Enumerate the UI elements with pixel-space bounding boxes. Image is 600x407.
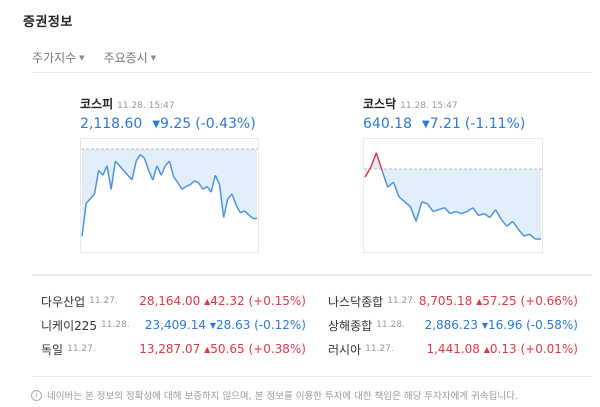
- market-date: 11.27.: [387, 296, 416, 306]
- market-percent: (-0.58%): [526, 318, 578, 332]
- index-change: 7.21: [429, 116, 461, 132]
- tab-label: 주가지수: [32, 51, 77, 65]
- market-date: 11.28.: [376, 320, 405, 330]
- up-arrow-icon: ▲: [476, 297, 483, 306]
- divider: [32, 274, 592, 276]
- market-name: 상해종합: [328, 318, 373, 333]
- market-row-nasdaq[interactable]: 나스닥종합 11.27. 8,705.18 ▲57.25 (+0.66%): [328, 289, 578, 313]
- disclaimer: i 네이버는 본 정보의 정확성에 대해 보증하지 않으며, 본 정보를 이용한…: [31, 388, 518, 402]
- market-percent: (+0.66%): [520, 294, 578, 308]
- kosdaq-chart[interactable]: [363, 138, 543, 253]
- tab-major-markets[interactable]: 주요증시 ▼: [104, 49, 157, 66]
- market-change: 28.63: [215, 318, 251, 332]
- down-arrow-icon: ▼: [209, 321, 216, 330]
- market-percent: (+0.38%): [248, 342, 306, 356]
- up-arrow-icon: ▲: [483, 345, 490, 354]
- up-arrow-icon: ▲: [204, 297, 211, 306]
- info-icon: i: [31, 389, 42, 401]
- world-markets-right: 나스닥종합 11.27. 8,705.18 ▲57.25 (+0.66%) 상해종…: [328, 289, 578, 361]
- kospi-chart[interactable]: [80, 138, 259, 253]
- tab-stock-index[interactable]: 주가지수 ▼: [32, 49, 85, 66]
- market-date: 11.27.: [89, 296, 118, 306]
- market-percent: (-0.12%): [254, 318, 306, 332]
- market-value: 23,409.14: [144, 318, 206, 332]
- market-name: 니케이225: [41, 318, 98, 333]
- market-value: 8,705.18: [418, 294, 473, 308]
- market-percent: (+0.15%): [248, 294, 306, 308]
- down-arrow-icon: ▼: [152, 119, 161, 130]
- index-value: 2,118.60: [80, 116, 143, 132]
- kospi-line-chart: [81, 148, 258, 237]
- market-value: 2,886.23: [424, 318, 478, 332]
- market-change: 50.65: [210, 342, 245, 356]
- market-row-nikkei[interactable]: 니케이225 11.28. 23,409.14 ▼28.63 (-0.12%): [41, 313, 306, 337]
- up-arrow-icon: ▲: [204, 345, 211, 354]
- index-name: 코스피: [80, 97, 114, 111]
- market-name: 독일: [41, 342, 64, 357]
- index-name: 코스닥: [363, 97, 397, 111]
- page-title: 증권정보: [23, 15, 73, 30]
- market-change: 42.32: [210, 294, 245, 308]
- world-markets-left: 다우산업 11.27. 28,164.00 ▲42.32 (+0.15%) 니케이…: [41, 289, 306, 361]
- tab-label: 주요증시: [103, 51, 148, 65]
- kosdaq-line-chart: [364, 152, 542, 240]
- index-time: 11.28. 15:47: [117, 101, 175, 111]
- market-row-germany[interactable]: 독일 11.27. 13,287.07 ▲50.65 (+0.38%): [41, 337, 306, 361]
- market-name: 나스닥종합: [328, 294, 384, 309]
- tab-bar: 주가지수 ▼ 주요증시 ▼: [32, 49, 156, 66]
- kospi-summary[interactable]: 코스피 11.28. 15:47 2,118.60 ▼9.25 (-0.43%): [80, 93, 256, 132]
- market-row-dow[interactable]: 다우산업 11.27. 28,164.00 ▲42.32 (+0.15%): [41, 289, 306, 313]
- market-change: 0.13: [489, 342, 517, 356]
- market-value: 1,441.08: [426, 342, 480, 356]
- index-percent: (-0.43%): [195, 116, 256, 132]
- market-name: 러시아: [328, 342, 362, 357]
- divider: [32, 376, 592, 377]
- index-change: 9.25: [160, 116, 192, 132]
- down-arrow-icon: ▼: [422, 119, 430, 130]
- market-value: 28,164.00: [139, 294, 201, 308]
- divider: [32, 72, 592, 73]
- disclaimer-text: 네이버는 본 정보의 정확성에 대해 보증하지 않으며, 본 정보를 이용한 투…: [47, 391, 518, 402]
- kosdaq-summary[interactable]: 코스닥 11.28. 15:47 640.18 ▼7.21 (-1.11%): [363, 93, 525, 132]
- market-name: 다우산업: [41, 294, 86, 309]
- market-change: 16.96: [487, 318, 523, 332]
- index-time: 11.28. 15:47: [400, 101, 458, 111]
- market-value: 13,287.07: [139, 342, 201, 356]
- market-change: 57.25: [482, 294, 517, 308]
- market-percent: (+0.01%): [520, 342, 578, 356]
- market-date: 11.27.: [365, 344, 394, 354]
- index-percent: (-1.11%): [464, 116, 526, 132]
- market-date: 11.28.: [101, 320, 130, 330]
- market-row-shanghai[interactable]: 상해종합 11.28. 2,886.23 ▼16.96 (-0.58%): [328, 313, 578, 337]
- caret-down-icon: ▼: [150, 53, 157, 62]
- caret-down-icon: ▼: [79, 53, 85, 62]
- down-arrow-icon: ▼: [481, 321, 488, 330]
- index-value: 640.18: [363, 116, 412, 132]
- market-row-russia[interactable]: 러시아 11.27. 1,441.08 ▲0.13 (+0.01%): [328, 337, 578, 361]
- market-date: 11.27.: [67, 344, 96, 354]
